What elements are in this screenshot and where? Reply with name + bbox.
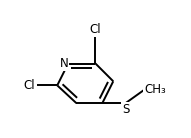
Text: N: N (59, 57, 68, 70)
Text: S: S (122, 103, 129, 116)
Text: Cl: Cl (24, 79, 35, 92)
Text: Cl: Cl (90, 23, 101, 36)
Text: CH₃: CH₃ (145, 83, 166, 96)
